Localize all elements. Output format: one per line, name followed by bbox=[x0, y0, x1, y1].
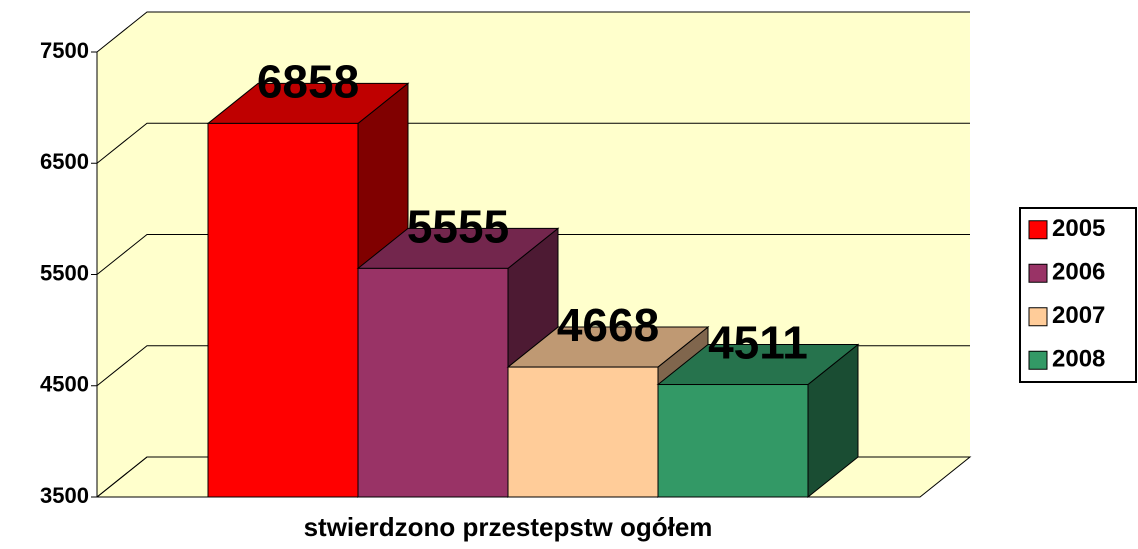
data-label: 4511 bbox=[708, 317, 808, 369]
bar bbox=[357, 267, 509, 498]
legend-swatch bbox=[1028, 263, 1048, 283]
data-label: 6858 bbox=[257, 56, 359, 108]
y-tick-label: 5500 bbox=[40, 260, 89, 285]
data-label: 4668 bbox=[557, 299, 659, 351]
legend-label: 2005 bbox=[1052, 215, 1105, 242]
legend-label: 2006 bbox=[1052, 259, 1105, 286]
data-label: 5555 bbox=[407, 201, 509, 253]
bar bbox=[207, 122, 359, 498]
bar bbox=[507, 366, 659, 498]
y-tick-label: 4500 bbox=[40, 372, 89, 397]
y-tick-label: 3500 bbox=[40, 483, 89, 508]
bar bbox=[657, 384, 809, 498]
grid-line bbox=[96, 122, 970, 164]
legend-swatch bbox=[1028, 350, 1048, 370]
x-tick-label: stwierdzono przestepstw ogółem bbox=[304, 512, 713, 542]
grid-line bbox=[96, 11, 970, 53]
y-tick-label: 6500 bbox=[40, 149, 89, 174]
legend-swatch bbox=[1028, 220, 1048, 240]
legend-swatch bbox=[1028, 307, 1048, 327]
grid-line bbox=[96, 234, 970, 275]
legend-label: 2008 bbox=[1052, 346, 1105, 373]
legend-label: 2007 bbox=[1052, 302, 1105, 329]
y-tick-label: 7500 bbox=[40, 38, 89, 63]
